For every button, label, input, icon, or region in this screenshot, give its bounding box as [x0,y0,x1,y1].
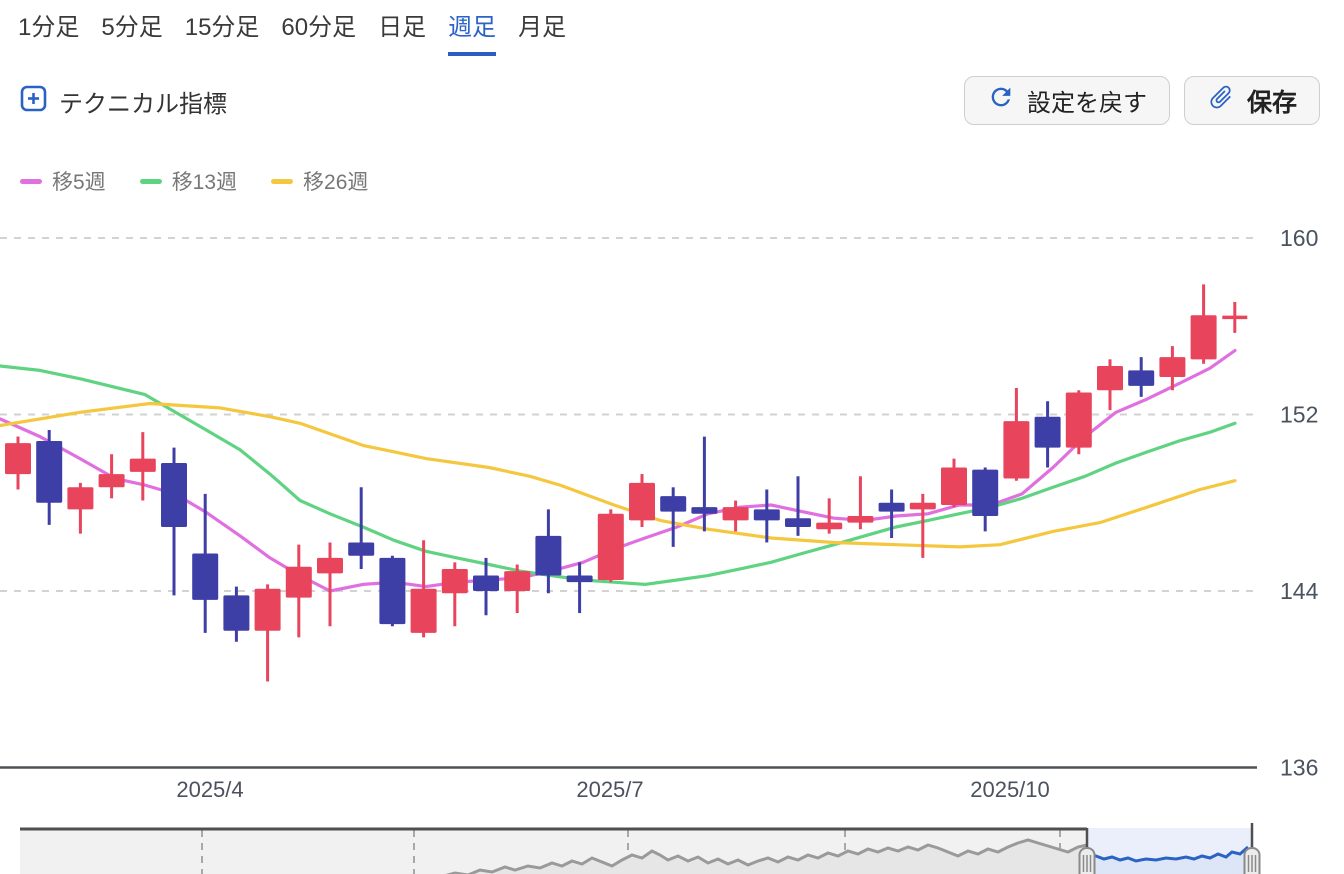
candle-21 [660,487,687,547]
save-button[interactable]: 保存 [1183,76,1320,125]
x-axis-label: 2025/4 [176,777,243,802]
candle-25 [785,476,811,536]
candle-2 [67,482,94,534]
reset-settings-label: 設定を戻す [1026,90,1147,117]
tab-timeframe-2[interactable]: 15分足 [184,14,260,41]
candle-20 [629,474,655,528]
candle-38 [1190,284,1217,364]
ma-line-1 [0,364,1237,587]
navigator-selected-area [1087,847,1252,874]
candle-35 [1097,359,1123,411]
candle-37 [1159,346,1186,391]
y-axis-label: 136 [1280,755,1318,781]
x-axis-label: 2025/10 [970,777,1050,802]
y-axis-label: 160 [1280,225,1318,251]
legend-label: 移26週 [303,171,369,194]
candle-18 [566,562,593,614]
tab-timeframe-3[interactable]: 60分足 [281,14,357,41]
candle-10 [317,542,343,627]
legend-item-0[interactable]: 移5週 [20,166,106,196]
candle-11 [348,487,375,569]
candle-36 [1128,357,1155,397]
legend-label: 移13週 [171,171,238,194]
candle-32 [1003,388,1030,481]
candle-22 [691,436,718,532]
candle-15 [473,557,499,616]
candle-24 [753,489,780,543]
candle-7 [223,586,250,642]
reset-settings-button[interactable]: 設定を戻す [963,76,1170,125]
candle-0 [5,436,31,490]
candle-19 [597,509,624,583]
navigator-selected-line [1086,845,1249,863]
candle-14 [441,562,468,627]
candle-29 [909,493,936,558]
tab-timeframe-4[interactable]: 日足 [378,14,427,41]
candle-27 [847,476,874,530]
x-axis-label: 2025/7 [576,777,643,802]
legend-item-2[interactable]: 移26週 [271,166,368,196]
candle-6 [192,493,219,633]
candle-9 [285,544,312,638]
paperclip-icon [1207,83,1235,118]
tab-timeframe-6[interactable]: 月足 [518,14,567,41]
candle-5 [161,447,187,596]
candle-26 [816,498,843,534]
navigator-series-line [445,838,1088,874]
candle-39 [1222,301,1248,333]
ma-line-0 [0,348,1237,593]
candle-3 [98,454,125,499]
candle-13 [410,540,437,638]
refresh-icon [987,83,1015,118]
y-axis-label: 144 [1280,578,1319,604]
candle-4 [129,432,156,501]
plus-square-icon [20,85,47,119]
toolbar-actions: 設定を戻す 保存 [963,76,1320,125]
navigator-right-handle[interactable] [1243,847,1261,874]
candle-23 [722,500,749,532]
candle-30 [941,458,967,508]
technical-indicator-button[interactable]: テクニカル指標 [20,84,227,119]
navigator-left-handle[interactable] [1078,847,1096,874]
candle-12 [379,555,406,627]
legend-swatch-icon [271,178,294,184]
candle-8 [254,584,281,682]
candlestick-chart[interactable]: 160 152 144 136 2025/4 2025/7 2025/10 [0,0,1344,818]
candle-1 [36,429,63,525]
tab-timeframe-5[interactable]: 週足 [448,14,497,56]
candle-17 [535,509,562,594]
y-axis-label: 152 [1280,402,1318,428]
ma-legend: 移5週 移13週 移26週 [20,166,368,196]
candle-34 [1065,390,1092,455]
range-navigator[interactable] [0,818,1344,874]
candle-31 [972,467,999,532]
candle-33 [1034,401,1061,468]
tab-timeframe-1[interactable]: 5分足 [101,14,163,41]
technical-indicator-label: テクニカル指標 [59,91,227,118]
ma-line-2 [0,401,1237,549]
tab-timeframe-0[interactable]: 1分足 [18,14,80,41]
chart-toolbar: テクニカル指標 設定を戻す 保存 [0,76,1344,126]
candle-16 [504,564,531,614]
timeframe-tabs: 1分足 5分足 15分足 60分足 日足 週足 月足 [18,14,566,56]
legend-label: 移5週 [52,171,106,194]
save-label: 保存 [1246,88,1297,117]
legend-swatch-icon [139,178,162,184]
legend-swatch-icon [20,178,42,184]
legend-item-1[interactable]: 移13週 [139,166,238,196]
candle-28 [878,489,905,539]
